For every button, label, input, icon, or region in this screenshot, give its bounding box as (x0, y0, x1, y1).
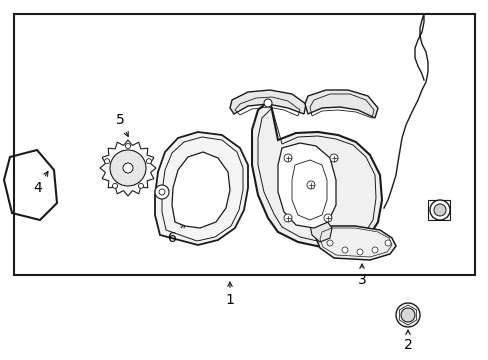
Polygon shape (100, 140, 156, 196)
Polygon shape (305, 90, 377, 118)
Circle shape (341, 247, 347, 253)
Circle shape (326, 240, 332, 246)
Circle shape (356, 249, 362, 255)
Circle shape (400, 308, 414, 322)
Text: 1: 1 (225, 282, 234, 307)
Circle shape (384, 240, 390, 246)
Circle shape (146, 159, 151, 164)
Polygon shape (172, 152, 229, 228)
Text: 5: 5 (115, 113, 128, 136)
Circle shape (155, 185, 169, 199)
Circle shape (110, 150, 146, 186)
Circle shape (433, 204, 445, 216)
Circle shape (324, 214, 331, 222)
Circle shape (429, 200, 449, 220)
Circle shape (264, 99, 271, 107)
Circle shape (125, 144, 130, 149)
Circle shape (395, 303, 419, 327)
Circle shape (284, 154, 291, 162)
Circle shape (112, 183, 117, 188)
Circle shape (284, 214, 291, 222)
Text: 2: 2 (403, 330, 411, 352)
Circle shape (123, 163, 133, 173)
Text: 4: 4 (34, 171, 48, 195)
Polygon shape (251, 100, 381, 248)
Circle shape (329, 154, 337, 162)
Polygon shape (427, 200, 449, 220)
Polygon shape (229, 90, 305, 114)
Circle shape (104, 159, 109, 164)
Bar (14, 14, 474, 275)
Circle shape (371, 247, 377, 253)
Circle shape (138, 183, 143, 188)
Polygon shape (315, 226, 395, 260)
Polygon shape (278, 143, 335, 228)
Polygon shape (309, 218, 331, 242)
Text: 6: 6 (167, 223, 185, 245)
Polygon shape (4, 150, 57, 220)
Text: 3: 3 (357, 264, 366, 287)
Circle shape (306, 181, 314, 189)
Polygon shape (155, 132, 247, 245)
